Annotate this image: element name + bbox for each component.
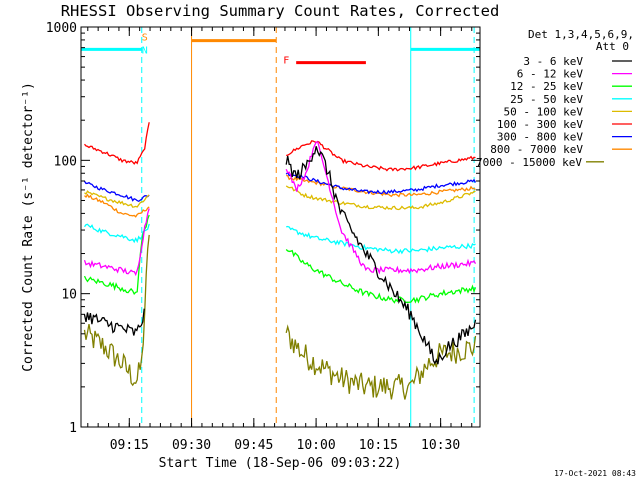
x-axis-label: Start Time (18-Sep-06 09:03:22) xyxy=(159,456,402,471)
y-tick-label: 1 xyxy=(69,421,77,436)
plot-frame xyxy=(80,26,481,428)
series-line-3-segment-1 xyxy=(83,214,150,296)
legend-header-line-2: Att 0 xyxy=(596,40,629,53)
x-axis: 09:15 09:30 09:45 10:00 10:15 10:30 xyxy=(87,27,473,453)
legend-label-9: 7000 - 15000 keV xyxy=(476,156,582,169)
series-line-4-segment-2 xyxy=(286,225,476,255)
series-line-5-segment-2 xyxy=(285,185,476,211)
flag-mark-f: F xyxy=(283,56,289,67)
y-tick-label: 1000 xyxy=(46,21,77,36)
legend-label-4: 25 - 50 keV xyxy=(510,93,583,106)
y-axis-label: Corrected Count Rate (s⁻¹ detector⁻¹) xyxy=(21,82,36,372)
x-tick-label: 09:30 xyxy=(172,438,211,453)
chart-title: RHESSI Observing Summary Count Rates, Co… xyxy=(61,2,500,20)
series-line-9-segment-1 xyxy=(83,234,150,387)
legend-label-5: 50 - 100 keV xyxy=(504,105,584,118)
x-tick-label: 10:30 xyxy=(421,438,460,453)
series-line-1-segment-2 xyxy=(285,146,477,365)
legend-label-7: 300 - 800 keV xyxy=(497,131,583,144)
series-line-9-segment-2 xyxy=(285,324,477,400)
plot-area: SN F xyxy=(81,27,480,427)
flag-mark-n: N xyxy=(142,45,148,56)
y-tick-label: 10 xyxy=(61,288,77,303)
series-line-7-segment-2 xyxy=(285,171,477,195)
flag-mark-s: S xyxy=(142,32,148,43)
legend-header-line-1: Det 1,3,4,5,6,9, xyxy=(528,28,634,41)
series-line-6-segment-1 xyxy=(84,122,150,165)
x-tick-label: 10:00 xyxy=(297,438,336,453)
series-line-2-segment-2 xyxy=(285,141,477,275)
legend-label-6: 100 - 300 keV xyxy=(497,118,583,131)
y-axis: 1 10 100 1000 xyxy=(46,21,480,436)
x-tick-label: 09:45 xyxy=(234,438,273,453)
series-line-7-segment-1 xyxy=(83,180,150,203)
x-tick-label: 10:15 xyxy=(359,438,398,453)
series-line-2-segment-1 xyxy=(83,208,150,277)
series-line-4-segment-1 xyxy=(83,223,150,244)
series-line-3-segment-2 xyxy=(285,249,477,304)
series-line-5-segment-1 xyxy=(84,190,150,208)
legend-label-3: 12 - 25 keV xyxy=(510,80,583,93)
series-line-1-segment-1 xyxy=(83,308,145,336)
series-line-8-segment-1 xyxy=(84,193,150,218)
y-tick-label: 100 xyxy=(54,154,77,169)
legend-label-1: 3 - 6 keV xyxy=(523,55,583,68)
generation-timestamp: 17-Oct-2021 08:43 xyxy=(554,469,636,478)
legend-label-2: 6 - 12 keV xyxy=(517,68,584,81)
legend-label-8: 800 - 7000 keV xyxy=(490,143,583,156)
x-tick-label: 09:15 xyxy=(110,438,149,453)
